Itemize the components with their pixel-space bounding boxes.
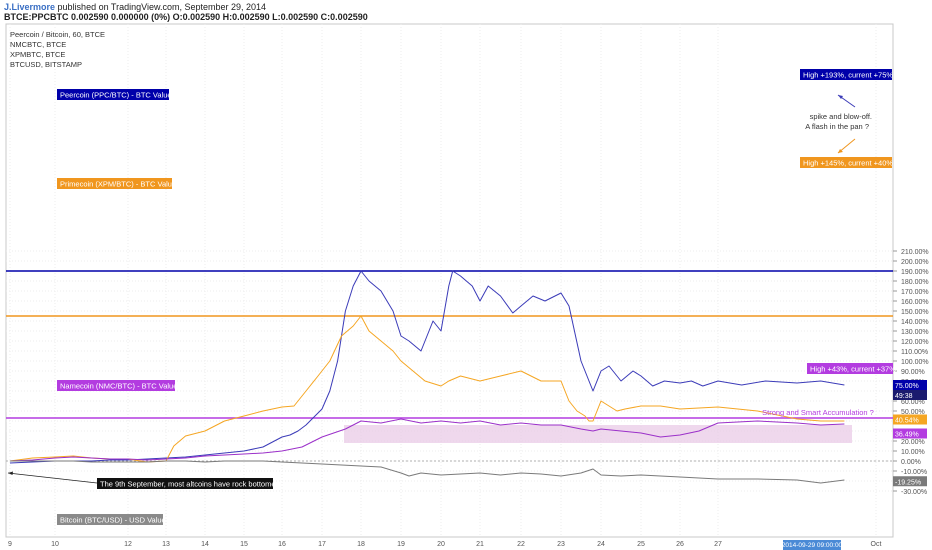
accumulation-rect bbox=[344, 425, 852, 443]
nmc-high-annotation: High +43%, current +37% bbox=[810, 365, 896, 374]
y-tick-label: 170.00% bbox=[901, 289, 929, 296]
y-tick-label: 0.00% bbox=[901, 459, 921, 466]
y-tick-label: -10.00% bbox=[901, 469, 927, 476]
x-tick-label: 10 bbox=[51, 541, 59, 548]
accumulation-text: Strong and Smart Accumulation ? bbox=[762, 408, 874, 417]
bottom-arrow-head bbox=[8, 471, 13, 475]
publish-text: published on TradingView.com, September … bbox=[57, 2, 267, 12]
y-tick-label: 160.00% bbox=[901, 299, 929, 306]
x-tick-label: 15 bbox=[240, 541, 248, 548]
spike-arrow-up-head bbox=[838, 95, 843, 99]
btc-label: Bitcoin (BTC/USD) - USD Value bbox=[60, 516, 166, 525]
ppc-high-annotation-box bbox=[800, 69, 892, 80]
nmc-series-line bbox=[9, 418, 845, 462]
accumulation-zone bbox=[344, 425, 852, 443]
xpm-high-annotation-box bbox=[800, 157, 892, 168]
y-tick-label: 60.00% bbox=[901, 399, 925, 406]
y-tick-label: 110.00% bbox=[901, 349, 928, 356]
date-label-box bbox=[783, 540, 841, 550]
y-tick-label: 130.00% bbox=[901, 329, 929, 336]
x-tick-label: 13 bbox=[162, 541, 170, 548]
y-tick-label: 90.00% bbox=[901, 369, 925, 376]
xpm-last-value: 40.54% bbox=[895, 418, 919, 425]
bottom-annotation-box bbox=[97, 478, 273, 489]
ppc-last-value: 75.00% bbox=[895, 383, 919, 390]
x-tick-label: Oct bbox=[871, 541, 882, 548]
chart-header: J.Livermore published on TradingView.com… bbox=[0, 0, 932, 22]
nmc-label-box bbox=[57, 380, 175, 391]
y-tick-label: -30.00% bbox=[901, 489, 927, 496]
spike-text-1: spike and blow-off. bbox=[810, 112, 872, 121]
y-tick-label: 10.00% bbox=[901, 449, 925, 456]
y-tick-label: 200.00% bbox=[901, 259, 929, 266]
y-tick-label: 150.00% bbox=[901, 309, 929, 316]
symbol-legend-2: XPMBTC, BTCE bbox=[10, 50, 65, 59]
nmc-high-annotation-box bbox=[807, 363, 893, 374]
x-tick-label: 14 bbox=[201, 541, 209, 548]
x-tick-label: 21 bbox=[476, 541, 484, 548]
y-tick-label: 210.00% bbox=[901, 249, 929, 256]
x-tick-label: 16 bbox=[278, 541, 286, 548]
bottom-annotation: The 9th September, most altcoins have ro… bbox=[100, 480, 280, 489]
series-lines bbox=[9, 270, 845, 484]
x-tick-label: 19 bbox=[397, 541, 405, 548]
ppc-last-time: 49:38 bbox=[895, 393, 913, 400]
y-tick-label: 50.00% bbox=[901, 409, 925, 416]
xpm-last-value-box bbox=[893, 414, 927, 425]
y-tick-label: 20.00% bbox=[901, 439, 925, 446]
x-tick-label: 27 bbox=[714, 541, 722, 548]
x-tick-label: 26 bbox=[676, 541, 684, 548]
ppc-last-time-box bbox=[893, 390, 927, 400]
nmc-last-value-box bbox=[893, 428, 927, 439]
xpm-label-box bbox=[57, 178, 172, 189]
x-tick-label: 9 bbox=[8, 541, 12, 548]
xpm-high-annotation: High +145%, current +40% bbox=[803, 159, 893, 168]
symbol-legend-3: BTCUSD, BITSTAMP bbox=[10, 60, 82, 69]
ppc-label-box bbox=[57, 89, 169, 100]
axes: 210.00%200.00%190.00%180.00%170.00%160.0… bbox=[8, 249, 929, 550]
bottom-arrow bbox=[7, 472, 98, 484]
ppc-high-annotation: High +193%, current +75% bbox=[803, 71, 893, 80]
x-tick-label: 20 bbox=[437, 541, 445, 548]
x-tick-label: 17 bbox=[318, 541, 326, 548]
xpm-label: Primecoin (XPM/BTC) - BTC Value bbox=[60, 180, 176, 189]
publish-line: J.Livermore published on TradingView.com… bbox=[4, 2, 266, 12]
symbol-legend-0: Peercoin / Bitcoin, 60, BTCE bbox=[10, 30, 105, 39]
x-tick-label: 23 bbox=[557, 541, 565, 548]
btc-last-value: -19.25% bbox=[895, 479, 921, 486]
btc-last-value-box bbox=[893, 476, 927, 487]
ppc-label: Peercoin (PPC/BTC) - BTC Value bbox=[60, 91, 172, 100]
xpm-series-line bbox=[9, 315, 845, 463]
spike-arrow-down-head bbox=[838, 149, 843, 153]
y-tick-label: 140.00% bbox=[901, 319, 929, 326]
x-tick-label: 24 bbox=[597, 541, 605, 548]
x-tick-label: 18 bbox=[357, 541, 365, 548]
date-label: 2014-09-29 09:00:00 bbox=[782, 542, 843, 549]
spike-text-2: A flash in the pan ? bbox=[805, 122, 869, 131]
nmc-last-value: 36.49% bbox=[895, 432, 919, 439]
ohlc-line: BTCE:PPCBTC 0.002590 0.000000 (0%) O:0.0… bbox=[4, 12, 368, 22]
author-link[interactable]: J.Livermore bbox=[4, 2, 56, 12]
level-lines bbox=[6, 270, 893, 462]
x-tick-label: 12 bbox=[124, 541, 132, 548]
y-tick-label: 100.00% bbox=[901, 359, 929, 366]
x-tick-label: 25 bbox=[637, 541, 645, 548]
y-tick-label: 180.00% bbox=[901, 279, 929, 286]
y-tick-label: 120.00% bbox=[901, 339, 929, 346]
nmc-label: Namecoin (NMC/BTC) - BTC Value bbox=[60, 382, 177, 391]
y-tick-label: 190.00% bbox=[901, 269, 929, 276]
symbol-legend-1: NMCBTC, BTCE bbox=[10, 40, 66, 49]
ppc-last-value-box bbox=[893, 380, 927, 390]
ppc-series-line bbox=[9, 270, 845, 464]
btc-series-line bbox=[10, 460, 845, 484]
x-tick-label: 22 bbox=[517, 541, 525, 548]
btc-label-box bbox=[57, 514, 163, 525]
